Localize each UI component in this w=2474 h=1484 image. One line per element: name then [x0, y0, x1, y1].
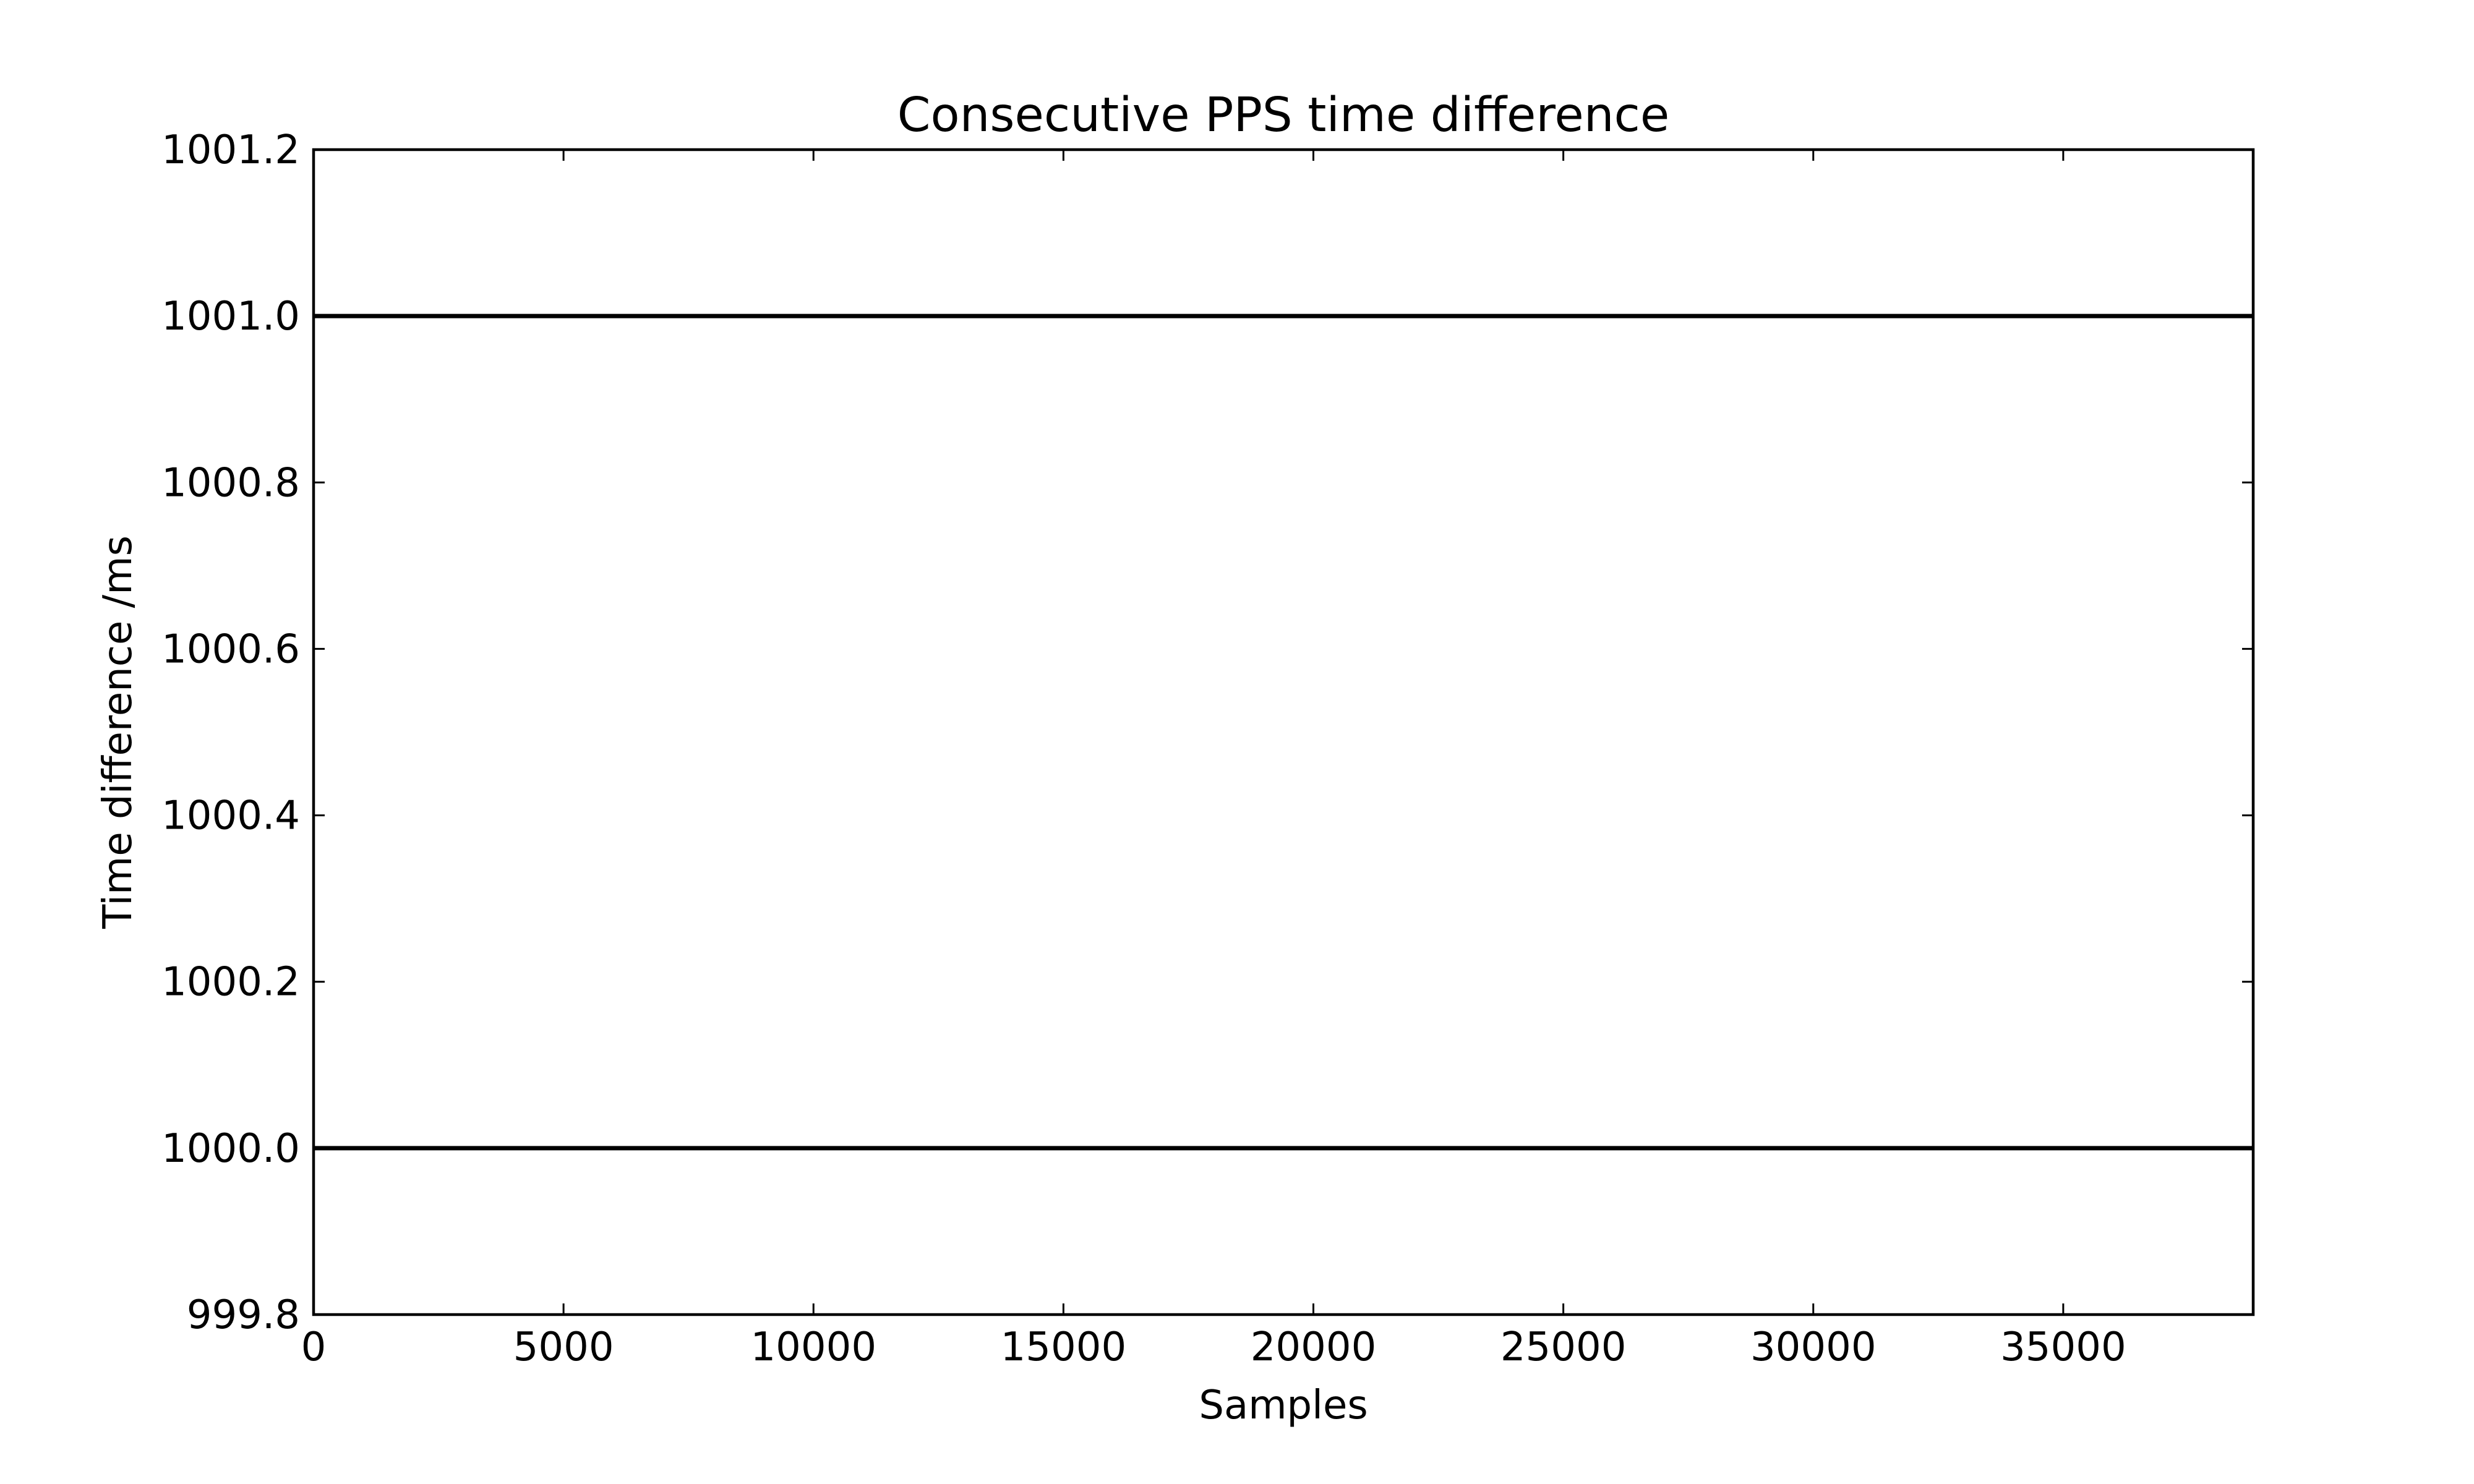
y-tick-label: 1001.2: [161, 127, 300, 173]
x-tick-label: 10000: [750, 1324, 876, 1370]
x-tick-label: 20000: [1251, 1324, 1377, 1370]
y-tick-label: 999.8: [187, 1292, 300, 1338]
x-tick-label: 5000: [513, 1324, 614, 1370]
y-tick-label: 1001.0: [161, 294, 300, 339]
x-tick-label: 30000: [1750, 1324, 1877, 1370]
y-axis-label: Time difference /ms: [95, 535, 141, 929]
x-tick-label: 35000: [2000, 1324, 2126, 1370]
y-tick-label: 1000.0: [161, 1126, 300, 1172]
label-layer: 0 5000 10000 15000 20000 25000 30000 35000 999.8…: [161, 127, 2126, 1370]
y-tick-label: 1000.6: [161, 626, 300, 672]
y-tick-label: 1000.8: [161, 460, 300, 506]
y-tick-label: 1000.2: [161, 960, 300, 1005]
x-tick-label: 25000: [1500, 1324, 1627, 1370]
x-tick-label: 15000: [1001, 1324, 1127, 1370]
x-tick-label: 0: [301, 1324, 327, 1370]
y-tick-label: 1000.4: [161, 793, 300, 839]
plot-frame: [312, 148, 2255, 1316]
chart-title: Consecutive PPS time difference: [897, 88, 1670, 143]
data-layer: [314, 313, 2253, 1151]
tick-layer: [312, 148, 2253, 1316]
x-axis-label: Samples: [1199, 1383, 1368, 1428]
